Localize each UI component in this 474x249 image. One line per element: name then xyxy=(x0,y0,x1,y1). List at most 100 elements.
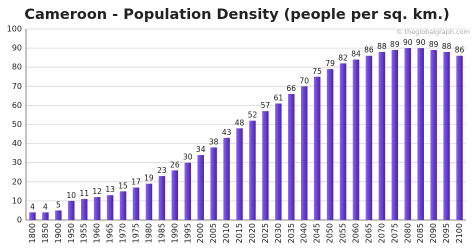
x-tick-label: 1980 xyxy=(144,223,153,243)
x-tick-label: 2050 xyxy=(326,223,335,243)
data-label: 48 xyxy=(235,118,245,127)
x-tick-label: 1900 xyxy=(54,223,63,243)
chart-title: Cameroon - Population Density (people pe… xyxy=(24,7,449,23)
data-label: 10 xyxy=(67,191,77,200)
y-tick-label: 60 xyxy=(12,101,22,110)
data-label: 12 xyxy=(92,187,102,196)
bar xyxy=(145,183,153,220)
data-label: 4 xyxy=(30,202,35,211)
x-tick-label: 1990 xyxy=(170,223,179,243)
data-label: 38 xyxy=(209,137,219,146)
bar xyxy=(29,212,36,220)
x-tick-label: 1850 xyxy=(41,223,50,243)
y-tick-label: 0 xyxy=(17,216,22,225)
bar xyxy=(236,128,243,220)
x-tick-label: 1955 xyxy=(80,223,89,243)
bar xyxy=(301,86,308,220)
bar xyxy=(81,198,88,220)
data-label: 84 xyxy=(351,50,361,59)
data-label: 66 xyxy=(287,84,297,93)
x-tick-label: 1800 xyxy=(28,223,37,243)
x-tick-label: 2045 xyxy=(313,223,322,243)
bar xyxy=(197,155,204,220)
data-label: 86 xyxy=(455,46,465,55)
bar xyxy=(210,147,217,220)
data-label: 88 xyxy=(377,42,387,51)
x-tick-label: 2010 xyxy=(222,223,231,243)
y-tick-label: 70 xyxy=(12,82,22,91)
data-label: 30 xyxy=(183,153,193,162)
x-tick-label: 1950 xyxy=(67,223,76,243)
x-tick-label: 2095 xyxy=(442,223,451,243)
bar xyxy=(443,51,450,220)
data-label: 19 xyxy=(144,174,154,183)
x-tick-label: 2060 xyxy=(352,223,361,243)
data-label: 17 xyxy=(131,178,141,187)
y-tick-label: 100 xyxy=(7,25,22,34)
y-tick-label: 80 xyxy=(12,63,22,72)
x-tick-label: 2005 xyxy=(209,223,218,243)
bar xyxy=(42,212,49,220)
bar xyxy=(171,170,179,220)
bar xyxy=(417,48,424,220)
bar xyxy=(223,137,230,220)
data-label: 52 xyxy=(248,111,258,120)
x-tick-label: 2030 xyxy=(274,223,283,243)
y-tick-label: 10 xyxy=(12,196,22,205)
watermark: © theglobalgraph.com xyxy=(396,28,470,36)
bar xyxy=(326,69,334,220)
y-tick-label: 40 xyxy=(12,139,22,148)
x-tick-label: 2055 xyxy=(339,223,348,243)
x-tick-label: 2015 xyxy=(235,223,244,243)
bar xyxy=(456,55,463,220)
data-label: 86 xyxy=(364,46,374,55)
bar xyxy=(55,210,62,220)
bar xyxy=(378,51,386,220)
data-label: 23 xyxy=(157,166,167,175)
bar xyxy=(249,120,256,220)
x-tick-label: 1970 xyxy=(119,223,128,243)
bar xyxy=(313,76,321,220)
data-label: 5 xyxy=(56,200,61,209)
data-label: 75 xyxy=(312,67,322,76)
x-tick-label: 2035 xyxy=(287,223,296,243)
x-tick-label: 2070 xyxy=(377,223,386,243)
data-label: 43 xyxy=(222,128,232,137)
data-label: 4 xyxy=(43,202,48,211)
data-label: 88 xyxy=(442,42,452,51)
x-tick-label: 2090 xyxy=(429,223,438,243)
x-tick-label: 2080 xyxy=(403,223,412,243)
x-tick-label: 2025 xyxy=(261,223,270,243)
x-tick-label: 2040 xyxy=(300,223,309,243)
data-label: 89 xyxy=(390,40,400,49)
x-tick-label: 2075 xyxy=(390,223,399,243)
x-tick-label: 2065 xyxy=(364,223,373,243)
data-label: 89 xyxy=(429,40,439,49)
bar xyxy=(262,111,269,220)
data-label: 26 xyxy=(170,160,180,169)
y-tick-label: 20 xyxy=(12,177,22,186)
data-label: 15 xyxy=(118,181,128,190)
y-tick-label: 90 xyxy=(12,44,22,53)
bar xyxy=(288,93,295,220)
y-tick-label: 30 xyxy=(12,158,22,167)
bar xyxy=(68,200,75,220)
bar xyxy=(352,59,360,221)
data-label: 90 xyxy=(416,38,426,47)
x-tick-label: 2020 xyxy=(248,223,257,243)
bar xyxy=(430,50,437,221)
bar xyxy=(184,162,191,220)
bar xyxy=(106,195,114,220)
x-tick-label: 2085 xyxy=(416,223,425,243)
data-label: 11 xyxy=(79,189,89,198)
x-tick-label: 1960 xyxy=(93,223,102,243)
bar xyxy=(365,55,373,220)
data-label: 57 xyxy=(261,101,271,110)
x-tick-label: 2000 xyxy=(196,223,205,243)
data-label: 13 xyxy=(105,185,115,194)
data-label: 90 xyxy=(403,38,413,47)
data-label: 61 xyxy=(274,93,284,102)
x-tick-label: 2100 xyxy=(455,223,464,243)
